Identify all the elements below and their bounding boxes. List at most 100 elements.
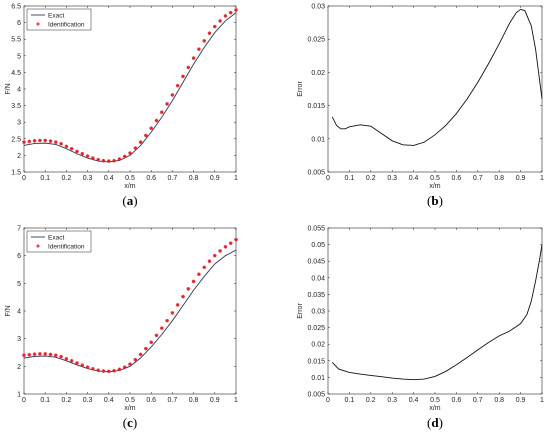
y-tick-label: 4.5 <box>11 70 21 77</box>
y-tick-label: 0.04 <box>311 275 325 282</box>
marker-stroke <box>59 355 63 359</box>
marker-stroke <box>149 340 153 344</box>
plot-frame <box>23 227 237 395</box>
marker-stroke <box>70 359 74 363</box>
marker-stroke <box>133 146 137 150</box>
identification-point <box>165 318 169 323</box>
identification-point <box>170 311 175 315</box>
identification-point <box>122 154 127 159</box>
marker-stroke <box>176 303 180 307</box>
identification-point <box>144 133 148 138</box>
marker-stroke <box>213 25 217 29</box>
identification-point <box>133 146 138 150</box>
marker-stroke <box>229 11 233 15</box>
y-tick-label: 2 <box>17 364 21 371</box>
x-tick-label: 0.8 <box>494 397 504 404</box>
marker-stroke <box>149 126 153 130</box>
marker-stroke <box>218 249 222 253</box>
x-tick-label: 0.5 <box>125 397 135 404</box>
x-tick-label: 0.8 <box>494 175 504 182</box>
x-axis-label: x/m <box>429 405 440 412</box>
identification-point <box>218 19 222 23</box>
y-tick-label: 6 <box>17 253 21 260</box>
y-tick-label: 6 <box>17 20 21 27</box>
identification-point <box>32 352 37 356</box>
marker-stroke <box>64 357 68 361</box>
marker-stroke <box>107 159 111 163</box>
panel-caption: (b) <box>427 193 443 208</box>
x-tick-label: 0 <box>22 175 26 182</box>
x-tick-label: 0.3 <box>83 175 93 182</box>
x-tick-label: 0.3 <box>83 397 93 404</box>
x-tick-label: 0.5 <box>430 397 440 404</box>
identification-point <box>43 138 47 143</box>
marker-stroke <box>186 287 190 291</box>
identification-point <box>107 159 111 163</box>
identification-point <box>91 156 95 160</box>
y-tick-label: 5.5 <box>11 37 21 44</box>
x-axis-label: x/m <box>124 405 135 412</box>
marker-stroke <box>170 93 174 97</box>
identification-point <box>112 368 116 373</box>
x-tick-label: 0.7 <box>168 175 178 182</box>
identification-point <box>101 369 106 373</box>
marker-stroke <box>192 279 196 283</box>
y-tick-label: 7 <box>17 226 21 233</box>
marker-stroke <box>207 31 212 35</box>
identification-point <box>186 287 191 291</box>
y-tick-label: 0.015 <box>307 358 325 365</box>
identification-point <box>64 144 69 149</box>
identification-point <box>191 279 196 284</box>
x-tick-label: 0.2 <box>62 175 72 182</box>
marker-stroke <box>96 158 100 162</box>
x-tick-label: 0 <box>326 397 330 404</box>
marker-stroke <box>170 311 174 315</box>
marker-stroke <box>181 295 185 299</box>
panel-caption: (c) <box>123 415 137 430</box>
marker-stroke <box>80 363 84 367</box>
identification-point <box>59 141 63 146</box>
x-tick-label: 0.8 <box>189 397 199 404</box>
y-tick-label: 0.02 <box>311 70 325 77</box>
marker-stroke <box>160 110 164 114</box>
identification-point <box>48 139 53 143</box>
marker-stroke <box>22 140 26 144</box>
y-tick-label: 4 <box>17 87 21 94</box>
x-tick-label: 0 <box>22 397 26 404</box>
identification-point <box>64 357 69 361</box>
x-tick-label: 0.2 <box>62 397 72 404</box>
y-tick-label: 0.03 <box>311 4 325 11</box>
x-tick-label: 0.9 <box>516 397 526 404</box>
identification-point <box>202 265 206 270</box>
marker-stroke <box>223 245 227 249</box>
x-tick-label: 0 <box>326 175 330 182</box>
x-tick-label: 0.6 <box>452 397 462 404</box>
identification-point <box>96 157 100 162</box>
x-tick-label: 0.4 <box>409 175 419 182</box>
marker-stroke <box>192 56 196 60</box>
marker-stroke <box>234 8 238 12</box>
identification-point <box>165 102 169 106</box>
plot-frame <box>327 5 543 173</box>
y-tick-label: 0.025 <box>307 325 325 332</box>
marker-stroke <box>176 84 180 88</box>
panel-d: 0 0.1 0.2 0.3 0.4 0.5 0.6 0.7 0.8 0.9 1 0.005 0.01 0.… <box>297 226 544 431</box>
identification-point <box>160 326 164 330</box>
legend-identification-label: Identification <box>48 243 85 250</box>
y-tick-label: 1.5 <box>11 170 21 177</box>
x-tick-label: 0.5 <box>430 175 440 182</box>
identification-point <box>213 253 217 258</box>
marker-stroke <box>38 138 42 143</box>
marker-stroke <box>144 347 148 351</box>
identification-point <box>117 157 122 161</box>
y-tick-label: 5 <box>17 281 21 288</box>
identification-point <box>160 110 164 115</box>
identification-point <box>48 352 53 357</box>
x-tick-label: 0.6 <box>146 397 156 404</box>
y-tick-label: 3.5 <box>11 103 21 110</box>
x-axis-label: x/m <box>124 183 135 190</box>
identification-point <box>38 352 42 356</box>
legend-box <box>26 8 92 31</box>
identification-point <box>32 138 37 143</box>
